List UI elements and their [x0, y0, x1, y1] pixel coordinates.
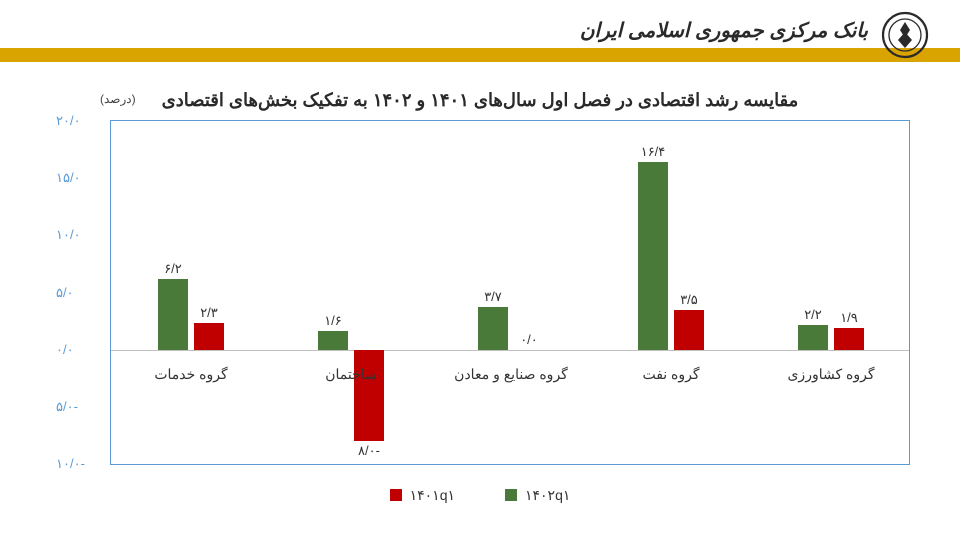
chart-title: مقایسه رشد اقتصادی در فصل اول سال‌های ۱۴…	[40, 90, 920, 111]
y-tick-label: ۵/۰	[56, 285, 104, 301]
legend-item-1401: ۱۴۰۱q۱	[390, 487, 455, 504]
bar-value-label: ۰/۰	[499, 332, 559, 348]
y-tick-label: ۲۰/۰	[56, 113, 104, 129]
bar-value-label: ۱/۶	[303, 313, 363, 329]
legend-swatch-1402	[505, 489, 517, 501]
plot-area: -۱۰/۰-۵/۰۰/۰۵/۰۱۰/۰۱۵/۰۲۰/۰۱/۹۲/۲گروه کش…	[110, 120, 910, 465]
unit-label: (درصد)	[100, 92, 136, 106]
cbi-logo	[880, 10, 930, 60]
legend-swatch-1401	[390, 489, 402, 501]
bar-value-label: ۱۶/۴	[623, 144, 683, 160]
category-label: گروه نفت	[642, 366, 699, 383]
y-tick-label: ۰/۰	[56, 342, 104, 358]
bar	[674, 310, 704, 350]
bar	[834, 328, 864, 350]
bar-value-label: ۲/۲	[783, 307, 843, 323]
zero-axis-line	[111, 350, 909, 351]
chart-container: مقایسه رشد اقتصادی در فصل اول سال‌های ۱۴…	[40, 90, 920, 510]
category-label: ساختمان	[325, 366, 377, 383]
y-tick-label: -۵/۰	[56, 399, 104, 415]
legend-label-1401: ۱۴۰۱q۱	[410, 487, 455, 504]
bar	[638, 162, 668, 350]
y-tick-label: ۱۰/۰	[56, 227, 104, 243]
bar	[354, 350, 384, 441]
category-label: گروه خدمات	[154, 366, 227, 383]
bar-value-label: ۳/۵	[659, 292, 719, 308]
header-gold-band	[0, 48, 960, 62]
y-tick-label: ۱۵/۰	[56, 170, 104, 186]
legend-label-1402: ۱۴۰۲q۱	[525, 487, 570, 504]
legend-item-1402: ۱۴۰۲q۱	[505, 487, 570, 504]
legend: ۱۴۰۱q۱ ۱۴۰۲q۱	[40, 480, 920, 510]
bar	[798, 325, 828, 350]
bar-value-label: ۳/۷	[463, 289, 523, 305]
bar-value-label: ۶/۲	[143, 261, 203, 277]
y-tick-label: -۱۰/۰	[56, 456, 104, 472]
bar	[158, 279, 188, 350]
bank-name: بانک مرکزی جمهوری اسلامی ایران	[580, 18, 868, 43]
category-label: گروه صنایع و معادن	[454, 366, 568, 383]
bar	[478, 307, 508, 349]
bar	[318, 331, 348, 349]
bar	[194, 323, 224, 349]
bar-value-label: ۲/۳	[179, 305, 239, 321]
category-label: گروه کشاورزی	[787, 366, 874, 383]
bar-value-label: -۸/۰	[339, 443, 399, 459]
